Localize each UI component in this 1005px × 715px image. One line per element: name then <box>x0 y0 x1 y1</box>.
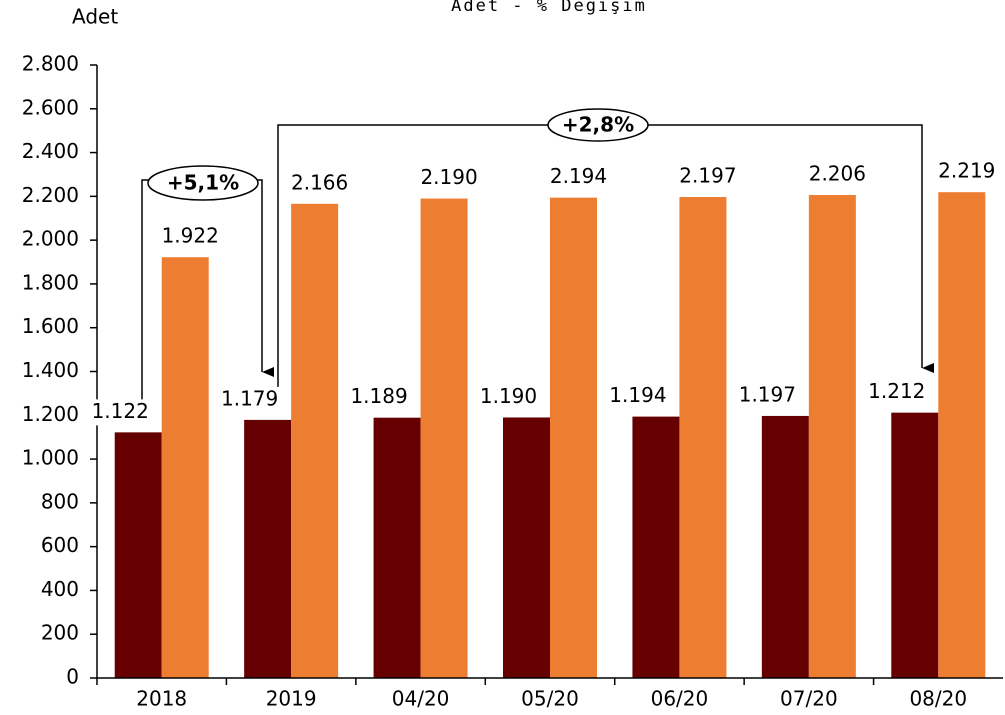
y-tick-label: 2.400 <box>22 139 79 163</box>
bar <box>632 416 680 678</box>
annotation: +5,1% <box>167 171 239 195</box>
value-label: 2.197 <box>679 164 736 188</box>
bar <box>679 197 727 679</box>
value-label: 1.922 <box>162 224 219 248</box>
y-tick-label: 2.200 <box>22 183 79 207</box>
y-tick-label: 1.200 <box>22 402 79 426</box>
value-label: 2.190 <box>420 165 477 189</box>
bar <box>550 197 597 678</box>
label-bg <box>346 384 413 411</box>
value-label: 1.197 <box>739 382 796 406</box>
y-tick-label: 2.600 <box>22 95 79 119</box>
y-tick-label: 1.400 <box>22 358 79 382</box>
bar <box>938 192 986 678</box>
value-label: 2.166 <box>291 170 348 194</box>
bar <box>420 198 468 678</box>
value-label: 2.206 <box>809 162 866 186</box>
y-axis-label: Adet <box>72 5 118 29</box>
x-tick-label: 07/20 <box>780 687 838 711</box>
y-tick-label: 1.000 <box>22 446 79 470</box>
y-tick-label: 0 <box>66 665 79 689</box>
y-tick-label: 800 <box>41 489 79 513</box>
value-label: 1.190 <box>480 384 537 408</box>
label-bg <box>863 379 930 406</box>
annotation: +2,8% <box>562 113 634 137</box>
value-label: 2.194 <box>550 164 607 188</box>
bar <box>161 257 209 678</box>
bar <box>503 417 550 678</box>
y-tick-label: 1.800 <box>22 270 79 294</box>
value-label: 2.219 <box>938 159 995 183</box>
value-label: 1.194 <box>609 383 666 407</box>
x-tick-label: 08/20 <box>909 687 967 711</box>
bar <box>808 195 856 678</box>
y-tick-label: 2.000 <box>22 227 79 251</box>
y-tick-label: 1.600 <box>22 314 79 338</box>
label-bg <box>604 383 671 410</box>
value-label: 1.122 <box>92 399 149 423</box>
x-tick-label: 05/20 <box>521 687 579 711</box>
annotation-lines <box>141 124 934 410</box>
y-tick-label: 200 <box>41 621 79 645</box>
label-bg <box>216 386 283 413</box>
bar <box>373 417 421 678</box>
annotation-oval <box>147 165 259 201</box>
x-tick-label: 2018 <box>136 687 187 711</box>
value-label: 1.179 <box>221 386 278 410</box>
y-tick-label: 600 <box>41 533 79 557</box>
x-tick-label: 2019 <box>266 687 317 711</box>
chart-title: Adet - % Değişim <box>451 0 647 16</box>
label-bg <box>87 399 154 426</box>
y-tick-label: 2.800 <box>22 52 79 76</box>
y-tick-label: 400 <box>41 577 79 601</box>
label-bg <box>734 382 801 409</box>
x-tick-label: 06/20 <box>651 687 709 711</box>
bar <box>291 203 339 678</box>
label-bg <box>475 384 542 411</box>
bar <box>761 415 809 678</box>
x-tick-label: 04/20 <box>392 687 450 711</box>
value-label: 1.212 <box>868 379 925 403</box>
annotation-oval <box>547 108 649 142</box>
bar <box>891 412 939 678</box>
bar <box>114 432 162 678</box>
bar <box>244 419 292 678</box>
value-label: 1.189 <box>350 384 407 408</box>
